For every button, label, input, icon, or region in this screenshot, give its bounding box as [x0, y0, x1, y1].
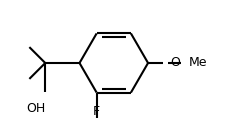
Text: OH: OH: [26, 102, 45, 115]
Text: Me: Me: [188, 56, 206, 70]
Text: F: F: [93, 105, 100, 118]
Text: O: O: [169, 56, 179, 70]
